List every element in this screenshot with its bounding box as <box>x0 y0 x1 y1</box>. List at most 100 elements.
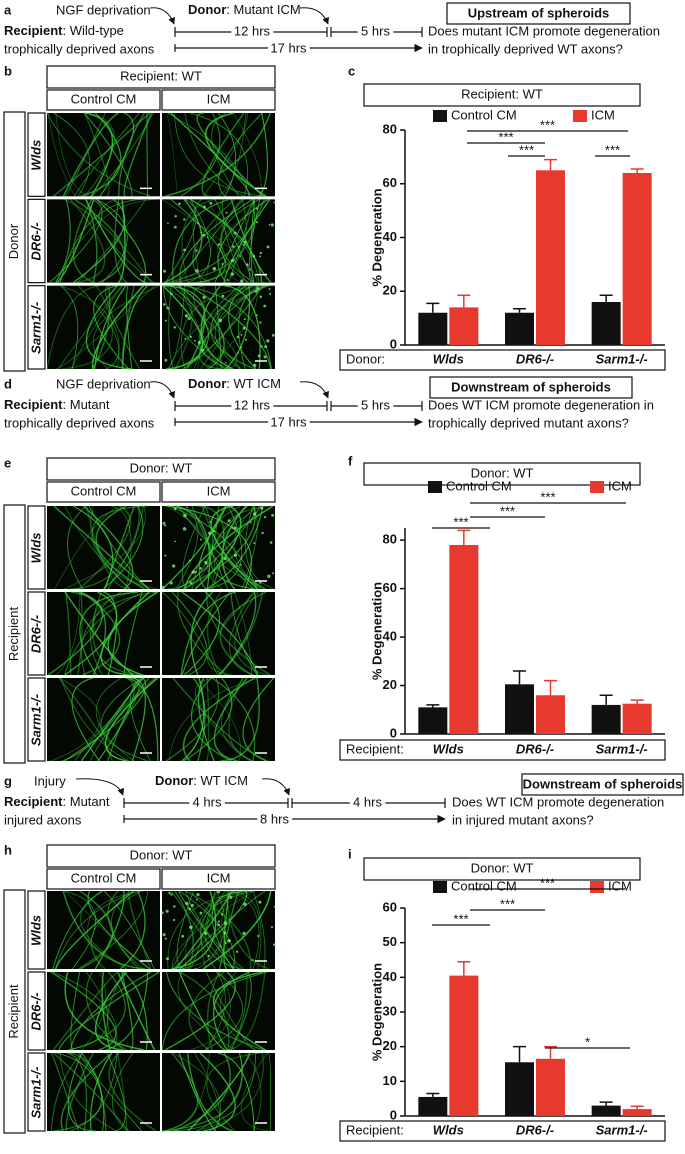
spheroid <box>240 333 243 336</box>
bar <box>591 1105 621 1116</box>
recipient-bold: Recipient <box>4 23 63 38</box>
chart-title: Donor: WT <box>471 860 534 875</box>
axon <box>245 505 274 590</box>
y-tick-label: 0 <box>390 336 397 351</box>
spheroid <box>273 905 276 908</box>
duration-label: 4 hrs <box>353 794 382 809</box>
spheroid <box>254 290 258 293</box>
axon <box>219 591 257 676</box>
x-tick-label: Wlds <box>433 741 464 756</box>
axon <box>199 890 253 970</box>
axon <box>78 285 120 370</box>
axon <box>214 285 222 370</box>
side-label: Recipient <box>6 607 21 662</box>
box <box>27 198 46 284</box>
spheroid <box>207 954 210 958</box>
recipient-label: Recipient: Mutant <box>4 794 110 809</box>
axon <box>180 591 237 676</box>
axon <box>69 198 106 284</box>
spheroid <box>263 355 267 359</box>
axon <box>85 971 125 1051</box>
box <box>3 504 26 764</box>
box <box>339 349 666 371</box>
spheroid <box>173 507 177 511</box>
axon <box>95 198 147 283</box>
spheroid <box>264 345 268 349</box>
axon <box>214 199 254 283</box>
spheroid <box>217 243 221 246</box>
error-bar <box>630 1105 644 1110</box>
axon <box>93 285 129 370</box>
axon <box>188 971 225 1051</box>
significance-label: * <box>585 1034 590 1049</box>
axon <box>77 591 83 676</box>
bar <box>536 1058 565 1116</box>
box <box>27 112 46 197</box>
axon <box>90 890 142 970</box>
axon <box>107 591 158 676</box>
axon <box>55 591 81 676</box>
significance-label: *** <box>519 142 534 157</box>
micrograph <box>47 592 160 675</box>
axon <box>178 1052 217 1132</box>
spheroid <box>259 295 263 298</box>
bar <box>536 695 565 734</box>
axon <box>172 677 269 762</box>
axon <box>74 198 125 284</box>
spheroid <box>220 913 224 916</box>
axon <box>50 1052 80 1132</box>
error-bar <box>426 302 440 313</box>
panel-header: Recipient: WT <box>120 68 202 83</box>
axon <box>214 199 255 283</box>
significance-label: *** <box>540 117 555 132</box>
error-bar <box>544 158 557 171</box>
axon <box>217 112 247 197</box>
box <box>446 2 631 25</box>
recipient-label: Recipient: Mutant <box>4 397 110 412</box>
error-bar <box>544 1045 557 1059</box>
duration-label: 8 hrs <box>260 811 289 826</box>
spheroid <box>236 565 239 567</box>
row-label: DR6-/- <box>28 222 43 260</box>
recipient-line2: injured axons <box>4 812 82 827</box>
axon <box>78 1052 142 1132</box>
spheroid <box>166 957 169 961</box>
duration-label: 17 hrs <box>270 40 307 55</box>
axon <box>71 677 100 762</box>
spheroid <box>194 339 196 342</box>
axon <box>163 285 226 370</box>
spheroid <box>271 333 275 337</box>
axon <box>170 199 226 284</box>
axon <box>194 1052 264 1132</box>
axon <box>189 890 216 970</box>
spheroid <box>268 224 271 226</box>
error-bar <box>457 960 471 976</box>
axon <box>223 890 230 970</box>
axons <box>53 505 159 590</box>
spheroid <box>217 890 221 894</box>
axon <box>165 971 264 1051</box>
spheroid <box>195 249 198 252</box>
spheroid <box>168 891 171 895</box>
x-tick-label: Sarm1-/- <box>596 741 648 756</box>
axon <box>100 677 149 762</box>
axon <box>223 285 261 370</box>
axon <box>206 1052 263 1132</box>
axon <box>177 890 222 970</box>
spheroid <box>260 345 263 348</box>
spheroid <box>189 335 192 338</box>
axon <box>191 505 229 590</box>
axons <box>52 890 155 970</box>
axon <box>117 1052 128 1132</box>
spheroid <box>165 909 169 913</box>
axon <box>204 971 243 1051</box>
spheroid <box>259 581 262 584</box>
spheroid <box>196 893 200 897</box>
axon <box>72 505 113 590</box>
axon <box>164 198 203 284</box>
axon <box>176 890 194 970</box>
spheroid <box>220 945 223 948</box>
axon <box>161 971 268 1051</box>
axon <box>102 505 144 590</box>
spheroid <box>230 272 235 276</box>
